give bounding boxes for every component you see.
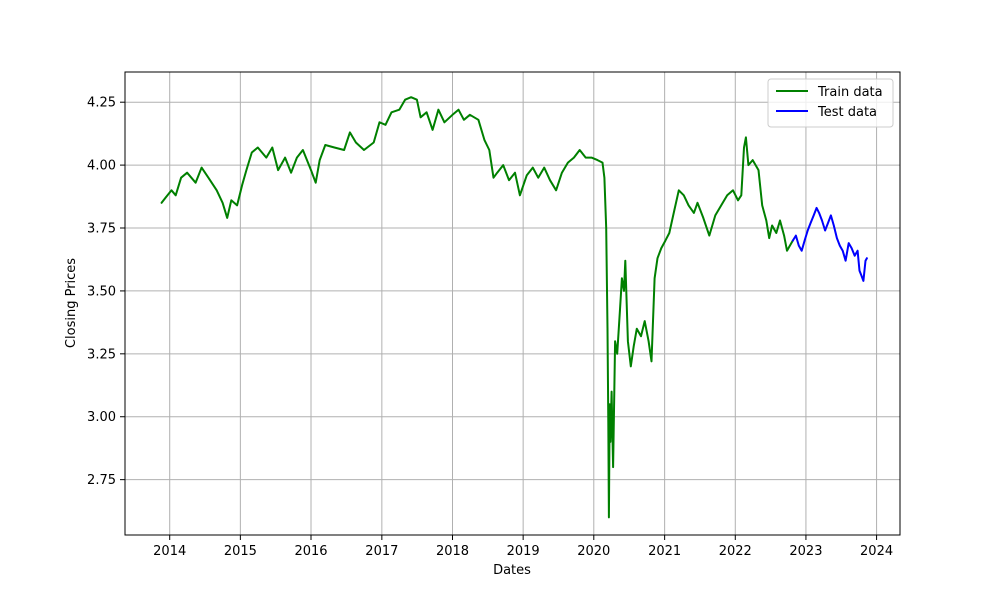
test-data-line: [791, 206, 868, 282]
x-tick-label: 2020: [577, 544, 610, 559]
x-tick-label: 2015: [224, 544, 257, 559]
legend-test-label: Test data: [817, 105, 877, 120]
legend-train-label: Train data: [817, 85, 883, 100]
legend: Train data Test data: [767, 78, 894, 128]
y-tick-label: 3.25: [87, 347, 116, 362]
y-tick-label: 2.75: [87, 473, 116, 488]
y-tick-label: 4.00: [87, 159, 116, 174]
series-lines: [160, 96, 868, 519]
x-tick-label: 2018: [436, 544, 469, 559]
x-tick-label: 2022: [719, 544, 752, 559]
y-tick-label: 3.75: [87, 222, 116, 237]
y-tick-label: 3.00: [87, 410, 116, 425]
y-axis-ticks: 2.75 3.00 3.25 3.50 3.75 4.00 4.25: [87, 96, 125, 488]
x-tick-label: 2019: [507, 544, 540, 559]
x-tick-label: 2021: [648, 544, 681, 559]
plot-frame: [124, 71, 901, 536]
y-tick-label: 4.25: [87, 96, 116, 111]
x-tick-label: 2014: [153, 544, 186, 559]
x-tick-label: 2023: [789, 544, 822, 559]
y-tick-label: 3.50: [87, 284, 116, 299]
y-axis-title: Closing Prices: [64, 258, 79, 348]
train-data-line: [160, 96, 794, 519]
x-axis-title: Dates: [493, 563, 531, 578]
grid: [125, 72, 900, 535]
x-tick-label: 2024: [860, 544, 893, 559]
x-axis-ticks: 2014 2015 2016 2017 2018 2019 2020 2021 2022 2023…: [153, 535, 893, 559]
x-tick-label: 2016: [294, 544, 327, 559]
x-tick-label: 2017: [365, 544, 398, 559]
